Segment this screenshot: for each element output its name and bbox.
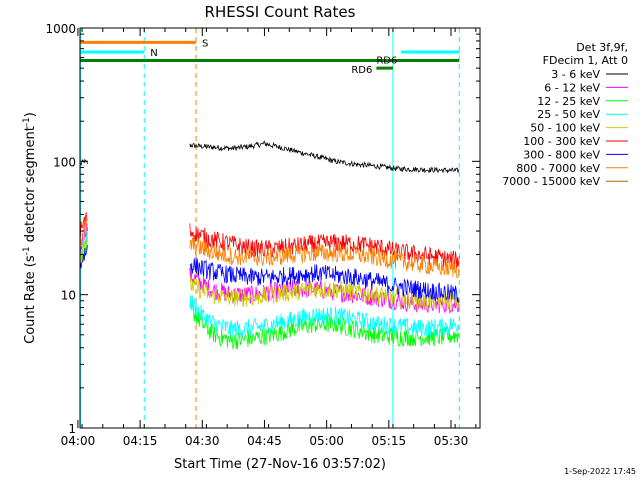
series-line-5-1 xyxy=(189,223,460,269)
series-line-6-0 xyxy=(80,245,88,269)
x-axis: 04:00 04:15 04:30 04:45 05:00 05:15 05:30 xyxy=(61,28,477,448)
y-axis: 1 10 100 1000 xyxy=(45,22,480,436)
series-line-2-1 xyxy=(189,298,460,350)
legend-label-2: 12 - 25 keV xyxy=(537,95,600,108)
x-tick-label-0: 04:00 xyxy=(61,434,96,448)
y-tick-label-0: 1 xyxy=(68,422,76,436)
legend-label-1: 6 - 12 keV xyxy=(544,81,600,94)
state-bar-label-3: RD6 xyxy=(376,56,397,67)
legend-label-3: 25 - 50 keV xyxy=(537,108,600,121)
state-bar-label-0: S xyxy=(202,38,208,49)
plot-frame xyxy=(79,27,481,429)
y-axis-label-part1: Count Rate (s xyxy=(23,255,38,344)
series-line-6-1 xyxy=(189,257,460,303)
legend-label-5: 100 - 300 keV xyxy=(523,135,600,148)
series-line-3-1 xyxy=(189,295,460,339)
x-tick-label-6: 05:30 xyxy=(434,434,469,448)
y-tick-label-3: 1000 xyxy=(45,22,76,36)
x-tick-label-3: 04:45 xyxy=(247,434,282,448)
series-line-7-1 xyxy=(189,237,460,279)
x-tick-label-4: 05:00 xyxy=(309,434,344,448)
legend-label-8: 7000 - 15000 keV xyxy=(502,175,600,188)
chart-title: RHESSI Count Rates xyxy=(205,3,356,21)
x-tick-label-2: 04:30 xyxy=(185,434,220,448)
legend-label-0: 3 - 6 keV xyxy=(551,68,600,81)
x-tick-label-5: 05:15 xyxy=(372,434,407,448)
x-tick-label-1: 04:15 xyxy=(123,434,158,448)
y-tick-label-2: 100 xyxy=(53,155,76,169)
series-line-0-1 xyxy=(189,140,460,174)
legend-header-line1: Det 3f,9f, xyxy=(576,41,628,54)
y-axis-label-part2: detector segment xyxy=(23,126,38,246)
y-tick-label-1: 10 xyxy=(61,289,76,303)
series-line-5-0 xyxy=(80,212,88,237)
footer-timestamp: 1-Sep-2022 17:45 xyxy=(564,467,636,476)
legend-label-7: 800 - 7000 keV xyxy=(516,162,600,175)
series-line-7-0 xyxy=(80,218,88,245)
y-axis-label-part3: ) xyxy=(23,112,38,117)
state-bar-label-1: N xyxy=(150,48,157,59)
x-axis-label: Start Time (27-Nov-16 03:57:02) xyxy=(174,457,386,472)
plot-lines: S N RD6 RD6 xyxy=(79,28,460,428)
series-line-0-0 xyxy=(80,158,88,166)
series-line-4-0 xyxy=(80,232,88,263)
state-bar-label-4: RD6 xyxy=(351,65,372,76)
y-axis-label: Count Rate (s-1 detector segment-1) xyxy=(22,112,38,344)
y-axis-label-sup2: -1 xyxy=(22,117,32,126)
legend-label-6: 300 - 800 keV xyxy=(523,148,600,161)
legend-label-4: 50 - 100 keV xyxy=(530,122,600,135)
legend-header-line2: FDecim 1, Att 0 xyxy=(543,54,628,67)
y-axis-label-sup1: -1 xyxy=(22,246,32,255)
